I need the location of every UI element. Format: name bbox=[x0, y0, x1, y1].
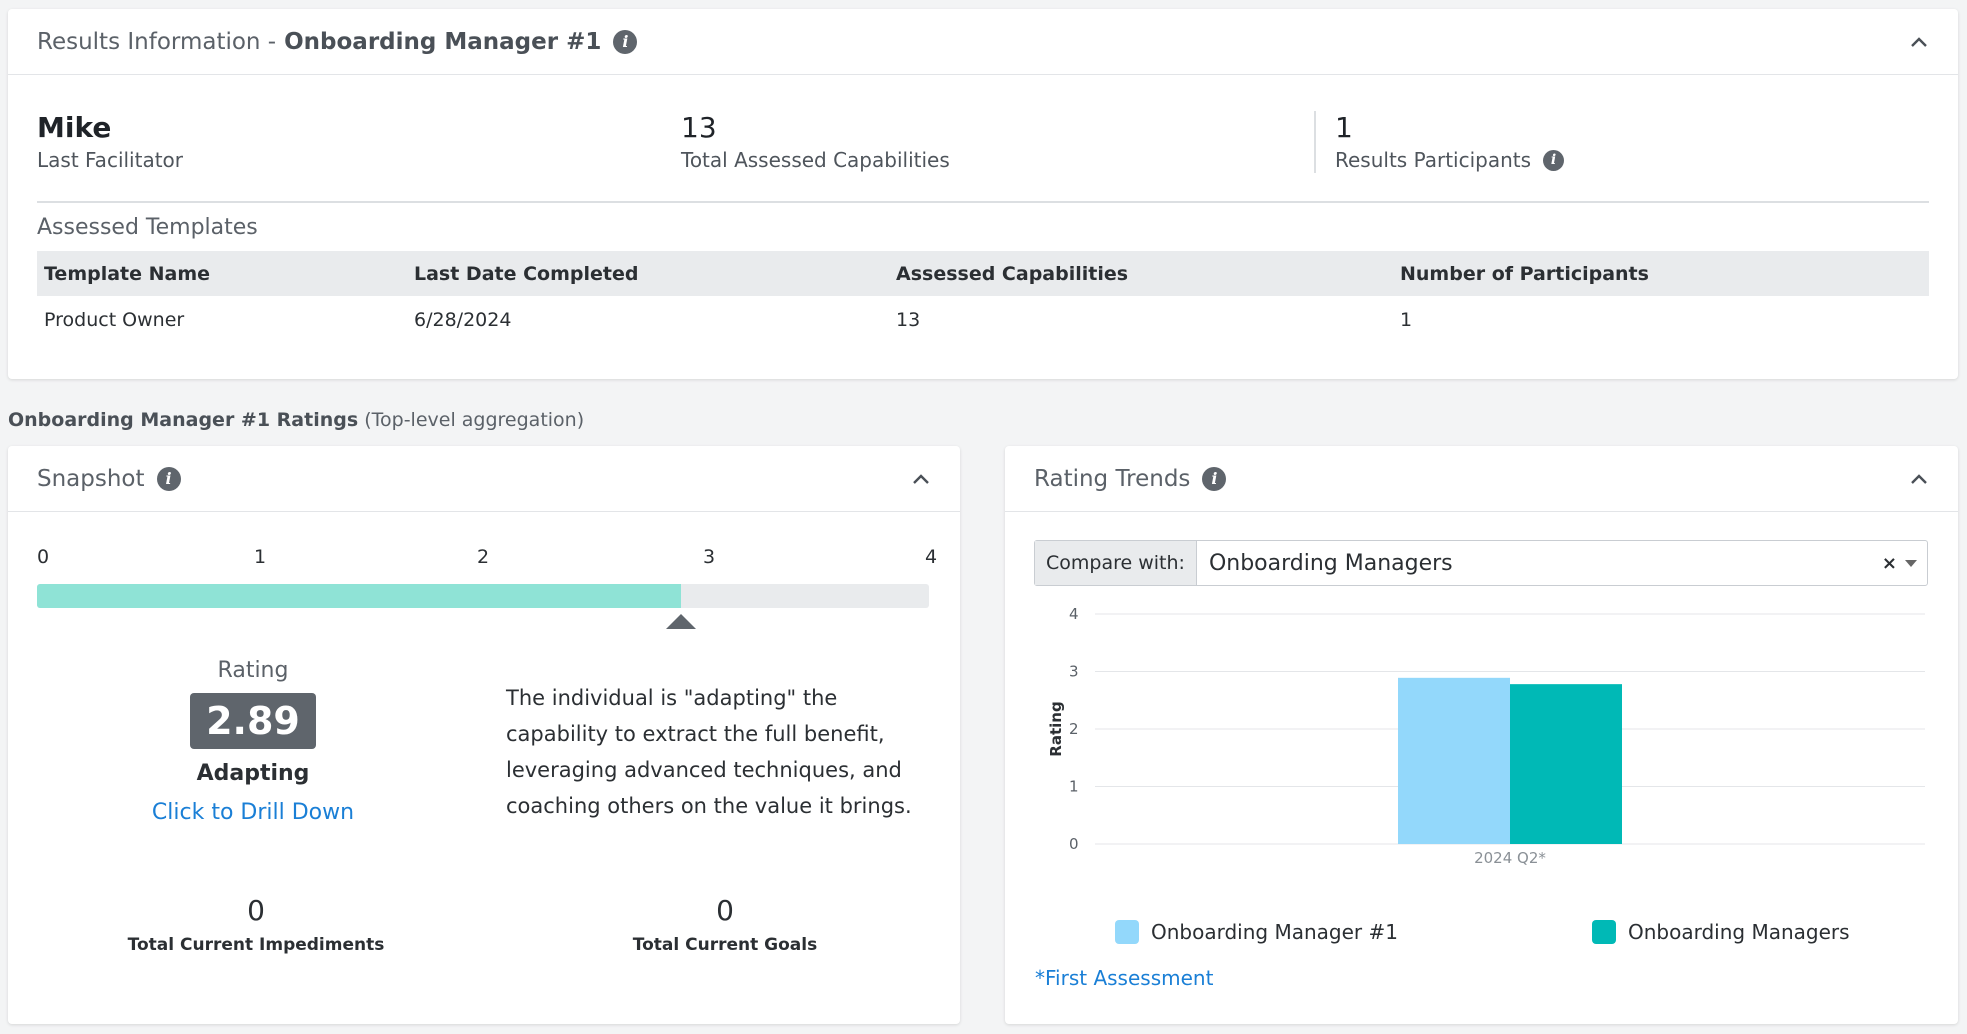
rating-trends-card: Rating Trends i Compare with: Onboarding… bbox=[1005, 446, 1958, 1024]
goals-total: 0 Total Current Goals bbox=[585, 894, 865, 955]
results-title-prefix: Results Information - bbox=[37, 28, 277, 55]
results-stats: Mike Last Facilitator 13 Total Assessed … bbox=[37, 103, 1929, 203]
drill-down-link[interactable]: Click to Drill Down bbox=[151, 800, 355, 825]
info-icon[interactable]: i bbox=[613, 29, 638, 54]
y-tick-label: 4 bbox=[1069, 606, 1079, 623]
cell-last-date: 6/28/2024 bbox=[414, 309, 512, 331]
compare-with-select[interactable]: Compare with: Onboarding Managers × bbox=[1034, 540, 1928, 586]
facilitator-value: Mike bbox=[37, 111, 112, 144]
legend-label: Onboarding Manager #1 bbox=[1151, 920, 1398, 944]
legend-item-series-0[interactable]: Onboarding Manager #1 bbox=[1115, 920, 1398, 944]
stat-facilitator: Mike Last Facilitator bbox=[37, 111, 183, 172]
clear-icon[interactable]: × bbox=[1881, 552, 1897, 574]
capabilities-label: Total Assessed Capabilities bbox=[681, 148, 950, 172]
results-information-card: Results Information - Onboarding Manager… bbox=[8, 9, 1958, 379]
chevron-up-icon[interactable] bbox=[1910, 470, 1928, 488]
stat-divider bbox=[1314, 111, 1316, 173]
snapshot-header[interactable]: Snapshot i bbox=[8, 446, 960, 512]
bar-onboarding-managers[interactable] bbox=[1510, 684, 1622, 844]
participants-label: Results Participants bbox=[1335, 148, 1532, 172]
rating-value-badge: 2.89 bbox=[190, 693, 316, 749]
impediments-value: 0 bbox=[247, 894, 265, 927]
snapshot-card: Snapshot i 0 1 2 3 4 Rating 2.89 Adaptin… bbox=[8, 446, 960, 1024]
legend-swatch bbox=[1592, 920, 1616, 944]
facilitator-label: Last Facilitator bbox=[37, 148, 184, 172]
rating-trends-chart: 0 1 2 3 4 Rating 2024 Q2* bbox=[1047, 606, 1925, 867]
stat-participants: 1 Results Participants i bbox=[1335, 111, 1565, 172]
rating-description: The individual is "adapting" the capabil… bbox=[506, 686, 912, 818]
compare-selected-value: Onboarding Managers bbox=[1208, 550, 1453, 576]
rating-track bbox=[37, 584, 929, 608]
chevron-down-icon[interactable] bbox=[1905, 560, 1917, 567]
col-assessed-capabilities[interactable]: Assessed Capabilities bbox=[889, 251, 1393, 296]
scale-tick: 0 bbox=[36, 546, 50, 568]
rating-marker-icon bbox=[666, 614, 697, 629]
results-header[interactable]: Results Information - Onboarding Manager… bbox=[8, 9, 1958, 75]
rating-fill bbox=[37, 584, 682, 608]
first-assessment-note: *First Assessment bbox=[1035, 966, 1214, 990]
info-icon[interactable]: i bbox=[1543, 149, 1565, 171]
rating-label: Rating bbox=[217, 658, 289, 683]
x-tick-label: 2024 Q2* bbox=[1474, 849, 1546, 867]
snapshot-title: Snapshot bbox=[37, 465, 145, 492]
col-participants[interactable]: Number of Participants bbox=[1393, 251, 1929, 296]
ratings-label-rest: (Top-level aggregation) bbox=[364, 409, 585, 431]
cell-template-name: Product Owner bbox=[44, 309, 185, 331]
participants-label-row: Results Participants i bbox=[1335, 148, 1565, 172]
rating-block: Rating 2.89 Adapting Click to Drill Down bbox=[88, 658, 418, 825]
legend-swatch bbox=[1115, 920, 1139, 944]
table-header-row: Template Name Last Date Completed Assess… bbox=[37, 251, 1929, 296]
ratings-section-label: Onboarding Manager #1 Ratings (Top-level… bbox=[8, 409, 584, 431]
y-tick-label: 2 bbox=[1069, 720, 1079, 738]
trends-header[interactable]: Rating Trends i bbox=[1005, 446, 1958, 512]
cell-participants: 1 bbox=[1400, 309, 1413, 331]
scale-tick: 3 bbox=[702, 546, 716, 568]
col-template-name[interactable]: Template Name bbox=[37, 251, 407, 296]
assessed-templates-title: Assessed Templates bbox=[37, 215, 258, 240]
cell-assessed-capabilities: 13 bbox=[896, 309, 921, 331]
info-icon[interactable]: i bbox=[156, 466, 181, 491]
y-tick-label: 0 bbox=[1069, 835, 1079, 853]
scale-tick: 2 bbox=[476, 546, 490, 568]
info-icon[interactable]: i bbox=[1202, 466, 1227, 491]
scale-tick: 4 bbox=[924, 546, 938, 568]
y-tick-label: 1 bbox=[1069, 778, 1079, 796]
rating-scale: 0 1 2 3 4 bbox=[37, 546, 937, 646]
table-row[interactable]: Product Owner 6/28/2024 13 1 bbox=[37, 296, 1929, 344]
scale-tick: 1 bbox=[253, 546, 267, 568]
impediments-total: 0 Total Current Impediments bbox=[116, 894, 396, 955]
col-last-date[interactable]: Last Date Completed bbox=[407, 251, 889, 296]
impediments-label: Total Current Impediments bbox=[127, 935, 385, 955]
capabilities-value: 13 bbox=[681, 111, 717, 144]
stat-capabilities: 13 Total Assessed Capabilities bbox=[681, 111, 950, 172]
bar-onboarding-manager-1[interactable] bbox=[1398, 677, 1510, 844]
results-title-name: Onboarding Manager #1 bbox=[284, 28, 602, 55]
ratings-label-bold: Onboarding Manager #1 Ratings bbox=[8, 409, 359, 431]
legend-label: Onboarding Managers bbox=[1628, 920, 1850, 944]
y-axis-label: Rating bbox=[1047, 701, 1065, 756]
goals-label: Total Current Goals bbox=[632, 935, 818, 955]
compare-value[interactable]: Onboarding Managers × bbox=[1197, 541, 1927, 585]
rating-name: Adapting bbox=[196, 761, 310, 786]
templates-table: Template Name Last Date Completed Assess… bbox=[37, 251, 1929, 344]
trends-title: Rating Trends bbox=[1034, 465, 1191, 492]
legend-item-series-1[interactable]: Onboarding Managers bbox=[1592, 920, 1850, 944]
compare-label: Compare with: bbox=[1035, 541, 1197, 585]
chevron-up-icon[interactable] bbox=[1910, 33, 1928, 51]
participants-value: 1 bbox=[1335, 111, 1353, 144]
chevron-up-icon[interactable] bbox=[912, 470, 930, 488]
goals-value: 0 bbox=[716, 894, 734, 927]
y-tick-label: 3 bbox=[1069, 663, 1079, 681]
